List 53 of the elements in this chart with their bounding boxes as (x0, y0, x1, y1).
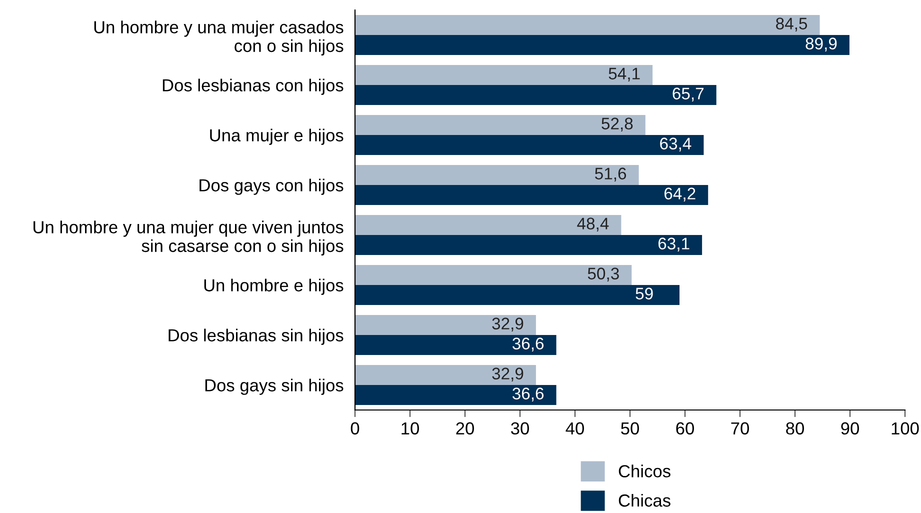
bar (355, 65, 653, 85)
y-tick-label: Dos gays sin hijos (205, 378, 344, 395)
x-tick-label: 20 (456, 422, 474, 435)
x-tick-label: 40 (566, 422, 584, 435)
data-label: 48,4 (577, 218, 609, 232)
x-tick-label: 0 (350, 422, 360, 435)
bar (355, 185, 708, 205)
bar (355, 215, 622, 235)
legend-label: Chicos (618, 464, 670, 478)
x-tick-label: 60 (676, 422, 694, 435)
data-label: 63,4 (660, 138, 692, 152)
y-tick-label: Un hombre y una mujer casados con o sin hijos (94, 20, 344, 56)
legend-label: Chicas (618, 494, 670, 507)
data-label: 32,9 (492, 368, 524, 382)
bar (355, 335, 556, 355)
x-tick-label: 30 (511, 422, 529, 435)
x-tick-label: 80 (786, 422, 804, 435)
bar (355, 265, 632, 285)
x-tick-label: 70 (731, 422, 749, 435)
data-label: 64,2 (664, 188, 696, 202)
data-label: 59 (636, 288, 653, 300)
x-tick-label: 10 (402, 422, 419, 435)
y-tick-label: Dos lesbianas con hijos (162, 78, 344, 95)
bar (355, 15, 820, 35)
data-label: 52,8 (602, 118, 633, 132)
data-label: 54,1 (608, 68, 640, 82)
y-tick-label: Dos lesbianas sin hijos (168, 328, 344, 345)
data-label: 63,1 (658, 238, 690, 252)
bar (355, 385, 556, 405)
data-label: 89,9 (806, 38, 837, 52)
x-tick-label: 50 (621, 422, 639, 435)
y-tick-label: Un hombre e hijos (204, 278, 344, 295)
bar (355, 315, 536, 335)
bar (355, 135, 704, 155)
y-tick-label: Dos gays con hijos (200, 178, 344, 195)
data-label: 36,6 (512, 388, 544, 402)
bar (355, 85, 716, 105)
data-label: 65,7 (672, 88, 704, 102)
data-label: 84,5 (776, 18, 808, 32)
bar (355, 285, 680, 305)
data-label: 51,6 (595, 168, 626, 182)
data-label: 36,6 (512, 338, 544, 352)
data-label: 50,3 (588, 268, 619, 282)
x-tick-label: 100 (892, 422, 919, 435)
bar (355, 365, 536, 385)
y-tick-label: Una mujer e hijos (210, 128, 344, 145)
bar (355, 35, 850, 55)
data-label: 32,9 (492, 318, 524, 332)
bar (355, 235, 702, 255)
bar (355, 115, 646, 135)
x-tick-label: 90 (841, 422, 859, 435)
bar (355, 165, 639, 185)
y-tick-label: Un hombre y una mujer que viven juntos sin casarse con o sin hijos (34, 220, 344, 256)
